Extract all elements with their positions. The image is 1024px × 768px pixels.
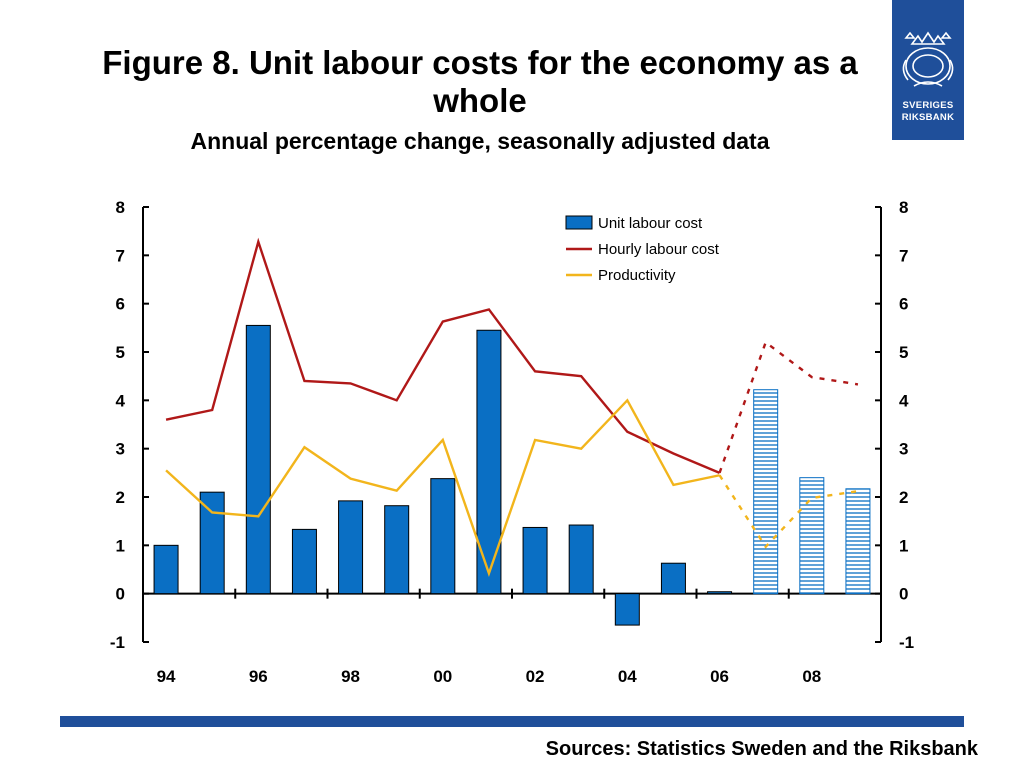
unit-labour-cost-bar — [153, 544, 179, 595]
y-tick-label-right: 0 — [899, 585, 908, 604]
y-tick-label-left: 1 — [116, 536, 125, 555]
unit-labour-cost-bar — [291, 528, 317, 595]
y-tick-label-right: 8 — [899, 198, 908, 217]
x-tick-label: 04 — [618, 667, 637, 686]
y-tick-label-right: 2 — [899, 488, 908, 507]
y-tick-label-right: 6 — [899, 295, 908, 314]
y-tick-label-left: -1 — [110, 633, 125, 652]
y-tick-label-left: 7 — [116, 246, 125, 265]
chart-title: Figure 8. Unit labour costs for the econ… — [102, 44, 858, 119]
sources-text: Sources: Statistics Sweden and the Riksb… — [545, 738, 978, 760]
hourly-labour-cost-line — [165, 237, 721, 474]
unit-labour-cost-bar — [338, 500, 364, 595]
hourly-labour-cost-forecast-line — [718, 340, 859, 474]
productivity-forecast-line — [718, 474, 859, 549]
unit-labour-cost-bar — [522, 526, 548, 595]
crest-icon — [902, 31, 954, 87]
chart-subtitle: Annual percentage change, seasonally adj… — [190, 128, 770, 154]
legend-label-productivity: Productivity — [598, 267, 676, 284]
y-tick-label-right: 1 — [899, 536, 908, 555]
y-tick-label-left: 2 — [116, 488, 125, 507]
legend-label-hourly-labour-cost: Hourly labour cost — [598, 241, 720, 258]
y-tick-label-right: 3 — [899, 440, 908, 459]
footer-bar — [60, 716, 964, 727]
unit-labour-cost-bar — [245, 324, 271, 595]
y-tick-label-right: 4 — [899, 391, 909, 410]
x-tick-label: 96 — [249, 667, 268, 686]
x-tick-label: 00 — [433, 667, 452, 686]
unit-labour-cost-bar — [660, 562, 686, 595]
forecast-bar — [799, 477, 825, 595]
riksbank-logo: SVERIGES RIKSBANK — [892, 0, 964, 140]
productivity-line — [165, 398, 720, 578]
unit-labour-cost-bar — [614, 593, 640, 626]
y-tick-label-left: 5 — [116, 343, 125, 362]
y-tick-label-right: 5 — [899, 343, 908, 362]
unit-labour-cost-bar — [199, 491, 225, 595]
x-tick-label: 02 — [526, 667, 545, 686]
logo-text-line2: RIKSBANK — [901, 112, 955, 123]
unit-labour-cost-bar — [476, 329, 502, 595]
unit-labour-cost-bar — [384, 505, 410, 595]
unit-labour-cost-bar — [430, 478, 456, 595]
forecast-bar — [753, 389, 779, 595]
unit-labour-cost-bar — [568, 524, 594, 595]
legend-label-unit-labour-cost: Unit labour cost — [598, 215, 703, 232]
x-tick-label: 98 — [341, 667, 360, 686]
y-tick-label-left: 8 — [116, 198, 125, 217]
logo-text-line1: SVERIGES — [902, 100, 954, 111]
y-tick-label-right: 7 — [899, 246, 908, 265]
y-tick-label-left: 3 — [116, 440, 125, 459]
x-tick-label: 06 — [710, 667, 729, 686]
y-tick-label-left: 4 — [116, 391, 126, 410]
y-tick-label-right: -1 — [899, 633, 914, 652]
y-tick-label-left: 0 — [116, 585, 125, 604]
unit-labour-cost-bar — [707, 591, 733, 595]
forecast-bar — [845, 488, 871, 595]
y-tick-label-left: 6 — [116, 295, 125, 314]
chart-area: -1 -10 01 12 23 34 45 56 67 78 894 96 98 00 02 04 06 08Un… — [110, 198, 914, 686]
legend-swatch-unit-labour-cost — [565, 215, 593, 230]
x-tick-label: 94 — [157, 667, 176, 686]
x-tick-label: 08 — [802, 667, 821, 686]
